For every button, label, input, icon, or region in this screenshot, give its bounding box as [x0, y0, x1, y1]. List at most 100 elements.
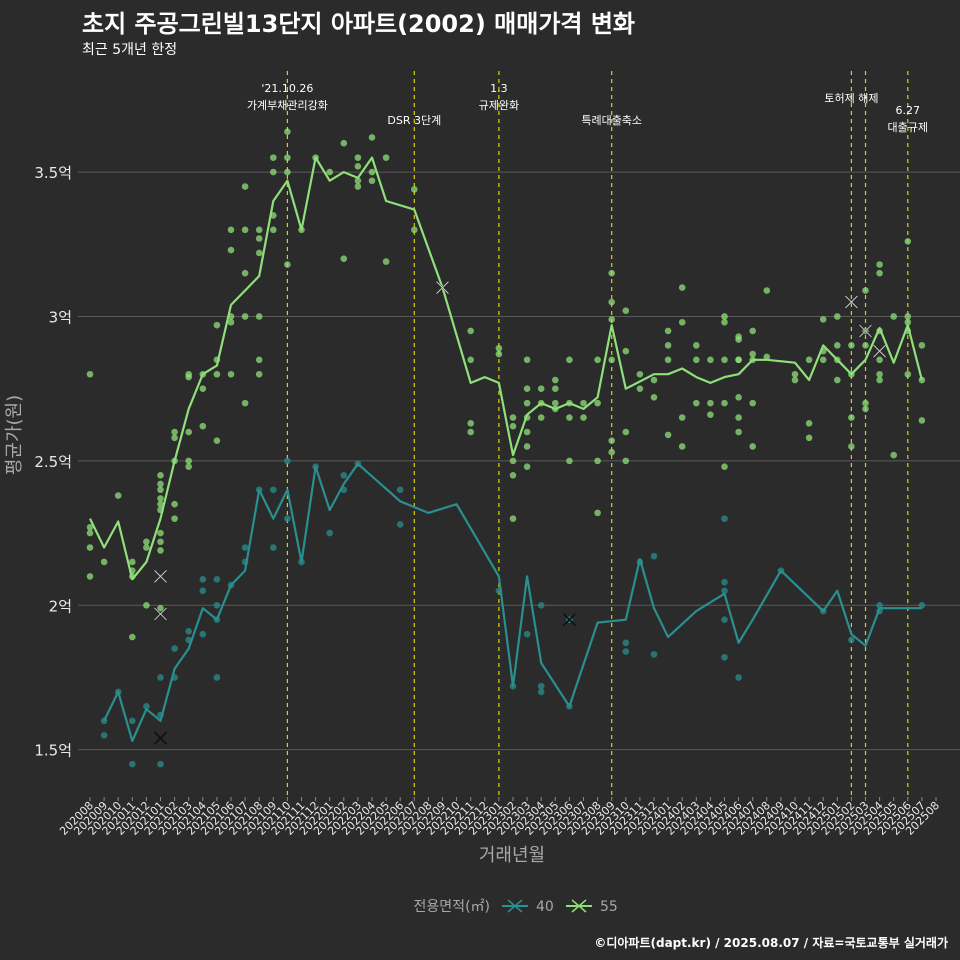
- point-55: [735, 414, 742, 421]
- y-tick-label: 2억: [49, 597, 72, 615]
- point-55: [255, 249, 263, 257]
- point-55: [185, 463, 192, 470]
- point-55: [918, 417, 926, 424]
- point-55: [368, 177, 376, 185]
- point-40: [199, 587, 207, 595]
- point-55: [890, 451, 897, 459]
- point-55: [862, 342, 869, 349]
- point-55: [157, 500, 164, 508]
- point-55: [523, 399, 531, 407]
- point-55: [143, 601, 150, 609]
- point-55: [721, 399, 728, 407]
- point-40: [185, 627, 192, 635]
- point-40: [213, 601, 221, 609]
- point-40: [100, 731, 108, 739]
- point-40: [157, 760, 164, 768]
- point-55: [763, 287, 771, 294]
- point-55: [594, 457, 601, 465]
- point-55: [862, 405, 869, 413]
- point-55: [608, 448, 615, 456]
- point-55: [636, 385, 644, 392]
- point-55: [693, 356, 700, 364]
- point-55: [876, 376, 883, 384]
- point-40: [876, 601, 883, 609]
- point-55: [904, 318, 912, 326]
- point-40: [129, 717, 136, 725]
- point-55: [537, 385, 545, 392]
- point-55: [171, 515, 178, 522]
- policy-annotation: 대출규제: [888, 121, 928, 134]
- point-55: [608, 356, 615, 364]
- legend-title: 전용면적(㎡): [414, 899, 490, 915]
- y-tick-label: 2.5억: [34, 453, 72, 471]
- point-40: [213, 674, 221, 681]
- point-55: [749, 443, 756, 450]
- point-55: [382, 154, 390, 161]
- point-55: [199, 422, 207, 430]
- point-55: [354, 163, 362, 170]
- chart-title: 초지 주공그린빌13단지 아파트(2002) 매매가격 변화: [82, 10, 635, 38]
- marker-highlight-55: [154, 570, 167, 583]
- marker-highlight-40: [563, 613, 576, 627]
- point-55: [805, 434, 813, 442]
- point-55: [749, 350, 756, 358]
- point-55: [495, 350, 503, 358]
- point-40: [199, 630, 207, 638]
- point-55: [157, 529, 164, 537]
- point-55: [509, 515, 517, 522]
- point-55: [707, 399, 714, 407]
- point-55: [608, 298, 615, 306]
- point-55: [368, 134, 376, 141]
- point-55: [509, 414, 517, 421]
- point-55: [834, 313, 841, 320]
- point-55: [185, 373, 192, 381]
- point-55: [129, 633, 136, 641]
- point-55: [862, 399, 869, 407]
- legend-item-40: 40: [502, 899, 554, 915]
- point-55: [537, 414, 545, 421]
- policy-annotation: 규제완화: [479, 99, 519, 112]
- point-55: [735, 428, 742, 436]
- point-55: [270, 226, 277, 234]
- point-55: [523, 356, 531, 364]
- point-40: [284, 457, 291, 465]
- point-55: [411, 226, 418, 234]
- point-40: [721, 515, 728, 522]
- point-55: [848, 443, 855, 450]
- point-55: [523, 443, 531, 450]
- point-55: [636, 370, 644, 378]
- point-40: [721, 616, 728, 624]
- point-40: [270, 544, 277, 551]
- point-55: [270, 154, 277, 161]
- point-55: [467, 356, 475, 364]
- point-55: [213, 321, 221, 329]
- point-55: [876, 370, 883, 378]
- y-axis-ticks: 1.5억 2억 2.5억 3억 3.5억: [34, 164, 72, 760]
- point-55: [763, 353, 771, 361]
- marker-highlight-55: [154, 607, 167, 621]
- line-40: [103, 462, 922, 743]
- point-40: [721, 653, 728, 661]
- point-55: [678, 414, 686, 421]
- point-55: [791, 376, 799, 384]
- point-55: [340, 139, 348, 147]
- point-55: [227, 246, 235, 254]
- point-55: [678, 318, 686, 326]
- marker-highlight-55: [845, 295, 858, 309]
- point-40: [918, 601, 926, 609]
- point-55: [622, 428, 630, 436]
- point-55: [241, 313, 249, 320]
- source-caption: ©디아파트(dapt.kr) / 2025.08.07 / 자료=국토교통부 실…: [594, 936, 948, 950]
- point-40: [523, 630, 531, 638]
- point-55: [86, 573, 94, 580]
- point-55: [354, 154, 362, 161]
- point-55: [199, 385, 207, 392]
- point-40: [326, 529, 334, 537]
- line-55: [89, 156, 923, 581]
- point-55: [213, 370, 221, 378]
- point-55: [495, 344, 503, 352]
- cross-markers: [153, 281, 887, 745]
- policy-annotation: 6.27: [896, 104, 921, 117]
- point-55: [171, 500, 178, 508]
